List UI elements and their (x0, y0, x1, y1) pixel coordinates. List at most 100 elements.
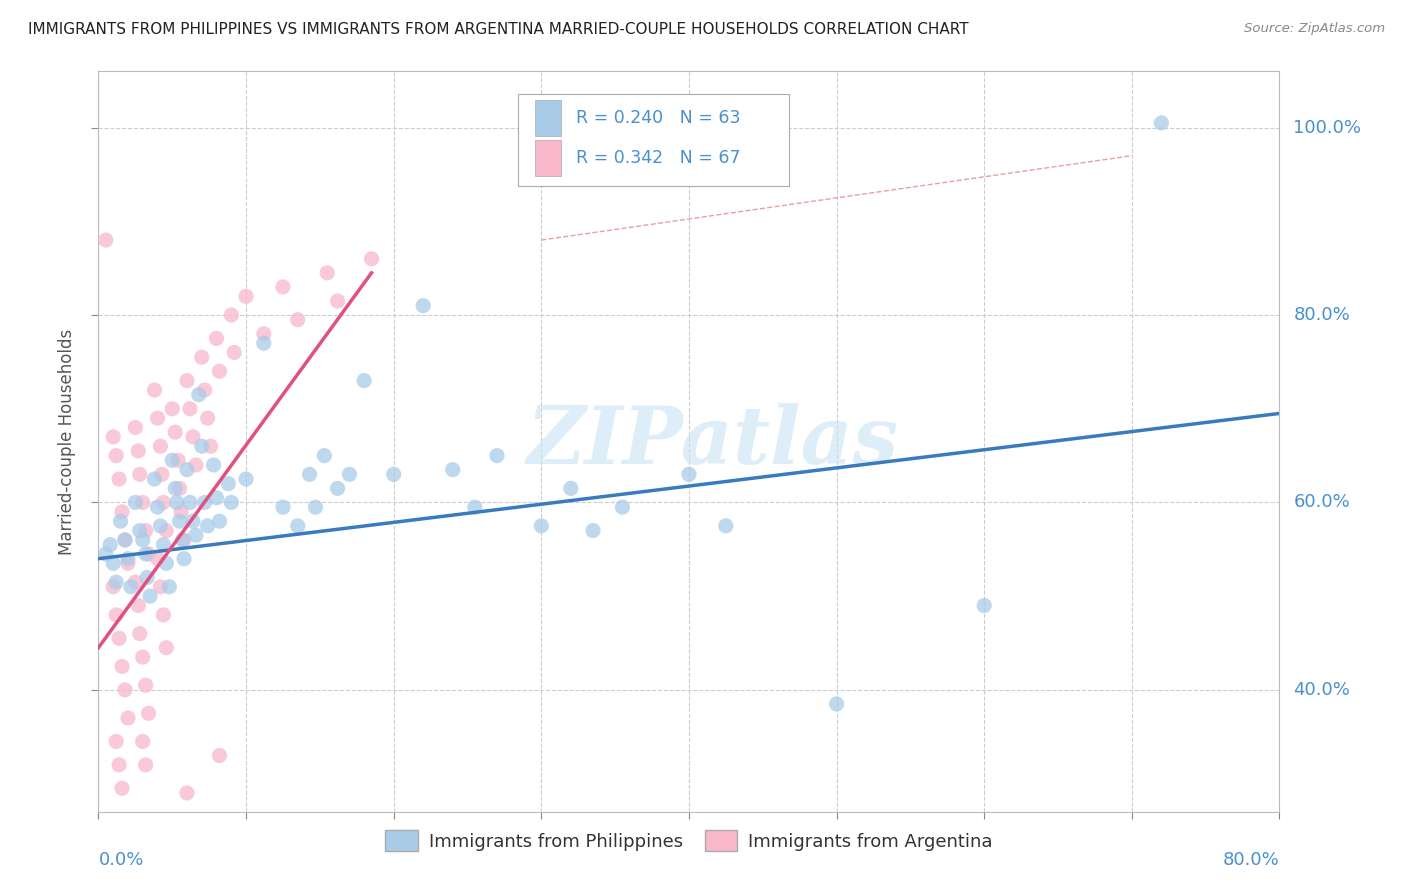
Point (167, 453, 190, 467)
Point (184, 458, 207, 472)
Point (170, 505, 193, 519)
Point (127, 599, 149, 613)
Point (132, 650, 155, 665)
Point (208, 748, 231, 763)
Point (110, 514, 132, 528)
Point (973, 599, 995, 613)
Point (314, 449, 336, 463)
Point (105, 607, 128, 622)
Point (173, 551, 195, 566)
Point (360, 252, 382, 266)
Point (105, 449, 128, 463)
Legend: Immigrants from Philippines, Immigrants from Argentina: Immigrants from Philippines, Immigrants … (378, 823, 1000, 858)
Point (166, 495, 188, 509)
Point (235, 289, 257, 303)
Point (271, 280, 294, 294)
Point (176, 786, 198, 800)
Text: 100.0%: 100.0% (1294, 119, 1361, 136)
Point (316, 266, 339, 280)
Point (326, 482, 349, 496)
Point (1150, 116, 1173, 130)
Point (152, 538, 174, 552)
Point (560, 482, 582, 496)
Point (132, 734, 155, 748)
Point (412, 299, 434, 313)
Point (114, 682, 136, 697)
Text: ZIPatlas: ZIPatlas (526, 403, 898, 480)
Text: 60.0%: 60.0% (1294, 493, 1350, 511)
Point (117, 551, 139, 566)
Point (135, 757, 157, 772)
Point (181, 514, 204, 528)
Point (202, 458, 225, 472)
Point (194, 495, 217, 509)
Point (441, 463, 464, 477)
Point (298, 467, 321, 482)
Point (155, 524, 177, 538)
Point (162, 401, 183, 416)
Point (146, 500, 169, 515)
Point (105, 575, 128, 590)
Point (108, 757, 131, 772)
Point (217, 476, 239, 491)
Text: 0.0%: 0.0% (98, 851, 143, 869)
Point (271, 500, 294, 515)
Point (339, 467, 361, 482)
Point (138, 706, 160, 721)
Point (176, 374, 198, 388)
Point (179, 401, 201, 416)
Point (162, 453, 183, 467)
Point (197, 411, 219, 425)
Point (103, 557, 125, 571)
Text: R = 0.342   N = 67: R = 0.342 N = 67 (575, 149, 740, 167)
Point (117, 557, 139, 571)
Point (187, 387, 209, 401)
Point (353, 374, 375, 388)
Point (143, 472, 166, 486)
Point (200, 439, 222, 453)
Point (172, 533, 194, 547)
Text: Source: ZipAtlas.com: Source: ZipAtlas.com (1244, 22, 1385, 36)
Point (135, 678, 157, 692)
Point (235, 472, 257, 486)
Point (155, 557, 177, 571)
FancyBboxPatch shape (517, 94, 789, 186)
Text: 40.0%: 40.0% (1294, 681, 1350, 699)
Point (205, 491, 228, 505)
Point (111, 659, 134, 673)
Point (169, 482, 191, 496)
Point (224, 345, 246, 359)
Point (253, 326, 276, 341)
Point (136, 570, 159, 584)
Point (382, 467, 405, 482)
Point (103, 580, 125, 594)
Point (146, 411, 169, 425)
Point (103, 430, 125, 444)
Point (138, 547, 160, 561)
Point (128, 626, 150, 640)
Point (143, 383, 166, 397)
Point (111, 781, 134, 796)
Point (94, 233, 117, 247)
Point (149, 439, 172, 453)
Point (124, 575, 146, 590)
Point (114, 533, 136, 547)
Text: R = 0.240   N = 63: R = 0.240 N = 63 (575, 109, 740, 127)
Point (678, 467, 700, 482)
Point (155, 640, 177, 655)
Point (205, 331, 228, 345)
Point (612, 500, 634, 515)
Point (825, 697, 848, 711)
Point (181, 430, 204, 444)
Text: IMMIGRANTS FROM PHILIPPINES VS IMMIGRANTS FROM ARGENTINA MARRIED-COUPLE HOUSEHOL: IMMIGRANTS FROM PHILIPPINES VS IMMIGRANT… (28, 22, 969, 37)
Point (326, 293, 349, 308)
Text: 80.0%: 80.0% (1294, 306, 1350, 324)
Point (150, 467, 173, 482)
Point (108, 632, 131, 646)
Point (253, 336, 276, 351)
Point (287, 312, 309, 326)
Point (108, 472, 131, 486)
Point (157, 580, 180, 594)
Point (139, 589, 162, 603)
Point (149, 519, 172, 533)
